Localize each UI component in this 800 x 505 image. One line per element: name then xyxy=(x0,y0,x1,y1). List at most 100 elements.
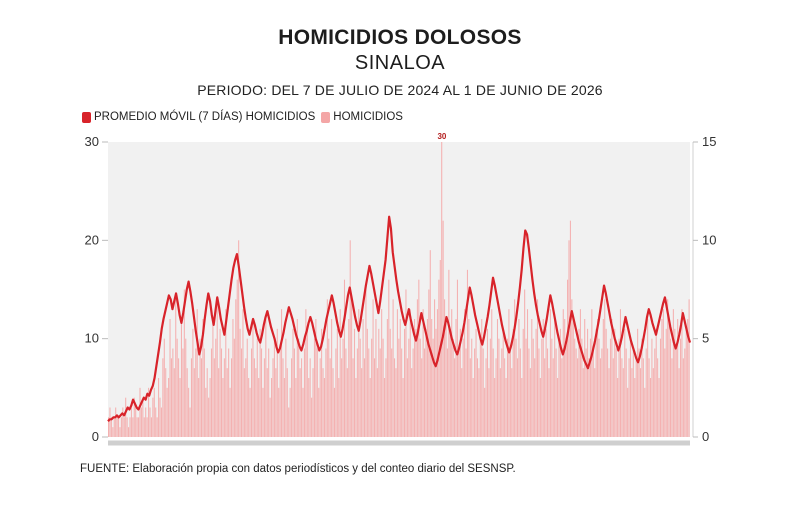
bar-homicidios xyxy=(319,358,321,437)
bar-homicidios xyxy=(458,348,460,437)
bar-homicidios xyxy=(571,299,573,437)
bar-homicidios xyxy=(601,348,603,437)
legend-item-moving-average[interactable]: PROMEDIO MÓVIL (7 DÍAS) HOMICIDIOS xyxy=(82,111,315,123)
bar-homicidios xyxy=(682,358,684,437)
bar-homicidios xyxy=(602,319,604,437)
bar-homicidios xyxy=(120,417,122,437)
bar-homicidios xyxy=(356,348,358,437)
bar-homicidios xyxy=(615,348,617,437)
bar-homicidios xyxy=(301,358,303,437)
bar-homicidios xyxy=(395,368,397,437)
bar-homicidios xyxy=(622,368,624,437)
bar-homicidios xyxy=(255,368,257,437)
bar-homicidios xyxy=(239,328,241,437)
bar-homicidios xyxy=(298,338,300,437)
bar-homicidios xyxy=(562,309,564,437)
bar-homicidios xyxy=(681,309,683,437)
bar-homicidios xyxy=(574,338,576,437)
legend-item-homicides[interactable]: HOMICIDIOS xyxy=(321,111,403,123)
bar-homicidios xyxy=(521,378,523,437)
chart-subtitle: SINALOA xyxy=(354,52,446,74)
bar-homicidios xyxy=(332,368,334,437)
bar-homicidios xyxy=(135,407,137,437)
bar-homicidios xyxy=(346,368,348,437)
bar-homicidios xyxy=(669,338,672,437)
bar-homicidios xyxy=(674,328,676,437)
bar-homicidios xyxy=(385,358,387,437)
bar-homicidios xyxy=(113,417,115,437)
bar-homicidios xyxy=(219,328,221,437)
bar-homicidios xyxy=(266,368,268,437)
bar-homicidios xyxy=(122,407,124,437)
bar-homicidios xyxy=(202,319,204,437)
bar-homicidios xyxy=(645,348,647,437)
bar-homicidios xyxy=(251,348,253,437)
bar-homicidios xyxy=(482,348,484,437)
bar-homicidios xyxy=(481,319,483,437)
bar-homicidios xyxy=(386,319,388,437)
bar-homicidios xyxy=(150,417,152,437)
bar-homicidios xyxy=(559,328,561,437)
bar-homicidios xyxy=(119,427,121,437)
bar-homicidios xyxy=(203,348,205,437)
bar-homicidios xyxy=(442,220,444,437)
bar-homicidios xyxy=(258,378,260,437)
bar-homicidios xyxy=(655,328,657,437)
bar-homicidios xyxy=(542,319,544,437)
bar-homicidios xyxy=(190,358,193,437)
bar-homicidios xyxy=(142,397,144,437)
y-right-tick-label: 10 xyxy=(702,232,716,247)
bar-homicidios xyxy=(435,328,437,437)
bar-homicidios xyxy=(468,319,470,437)
bar-homicidios xyxy=(486,328,489,437)
bar-homicidios xyxy=(568,240,570,437)
bar-homicidios xyxy=(311,397,313,437)
bar-homicidios xyxy=(652,368,654,437)
bar-homicidios xyxy=(672,309,674,437)
bar-homicidios xyxy=(265,319,267,437)
bar-homicidios xyxy=(404,328,406,437)
bar-homicidios xyxy=(629,338,632,437)
bar-homicidios xyxy=(421,358,423,437)
bar-homicidios xyxy=(130,407,132,437)
bar-homicidios xyxy=(146,417,148,437)
bar-homicidios xyxy=(349,240,351,437)
bar-homicidios xyxy=(256,338,258,437)
bar-homicidios xyxy=(283,378,285,437)
bar-homicidios xyxy=(396,309,398,437)
bar-homicidios xyxy=(215,338,217,437)
bar-homicidios xyxy=(189,407,191,437)
bar-homicidios xyxy=(172,348,174,437)
y-left-tick-label: 10 xyxy=(85,331,99,346)
bar-homicidios xyxy=(647,319,649,437)
bar-homicidios xyxy=(412,348,414,437)
data-label-peak: 30 xyxy=(437,132,446,141)
bar-homicidios xyxy=(186,368,188,437)
bar-homicidios xyxy=(276,328,278,437)
bar-homicidios xyxy=(519,348,521,437)
bar-homicidios xyxy=(179,378,181,437)
bar-homicidios xyxy=(448,269,450,437)
bar-homicidios xyxy=(252,319,254,437)
bar-homicidios xyxy=(522,328,524,437)
bar-homicidios xyxy=(321,328,323,437)
bar-homicidios xyxy=(162,358,164,437)
bar-homicidios xyxy=(259,328,261,437)
bar-homicidios xyxy=(418,279,420,437)
bar-homicidios xyxy=(588,358,590,437)
bar-homicidios xyxy=(639,368,642,437)
bar-homicidios xyxy=(405,289,407,437)
bar-homicidios xyxy=(575,348,577,437)
bar-homicidios xyxy=(649,378,652,437)
bar-homicidios xyxy=(275,368,277,437)
bar-homicidios xyxy=(229,387,231,437)
bar-homicidios xyxy=(399,319,401,437)
bar-homicidios xyxy=(471,338,473,437)
bar-homicidios xyxy=(572,319,574,437)
bar-homicidios xyxy=(514,299,516,437)
bar-homicidios xyxy=(291,358,293,437)
bar-homicidios xyxy=(343,279,346,437)
bar-homicidios xyxy=(619,309,621,437)
bar-homicidios xyxy=(192,328,194,437)
